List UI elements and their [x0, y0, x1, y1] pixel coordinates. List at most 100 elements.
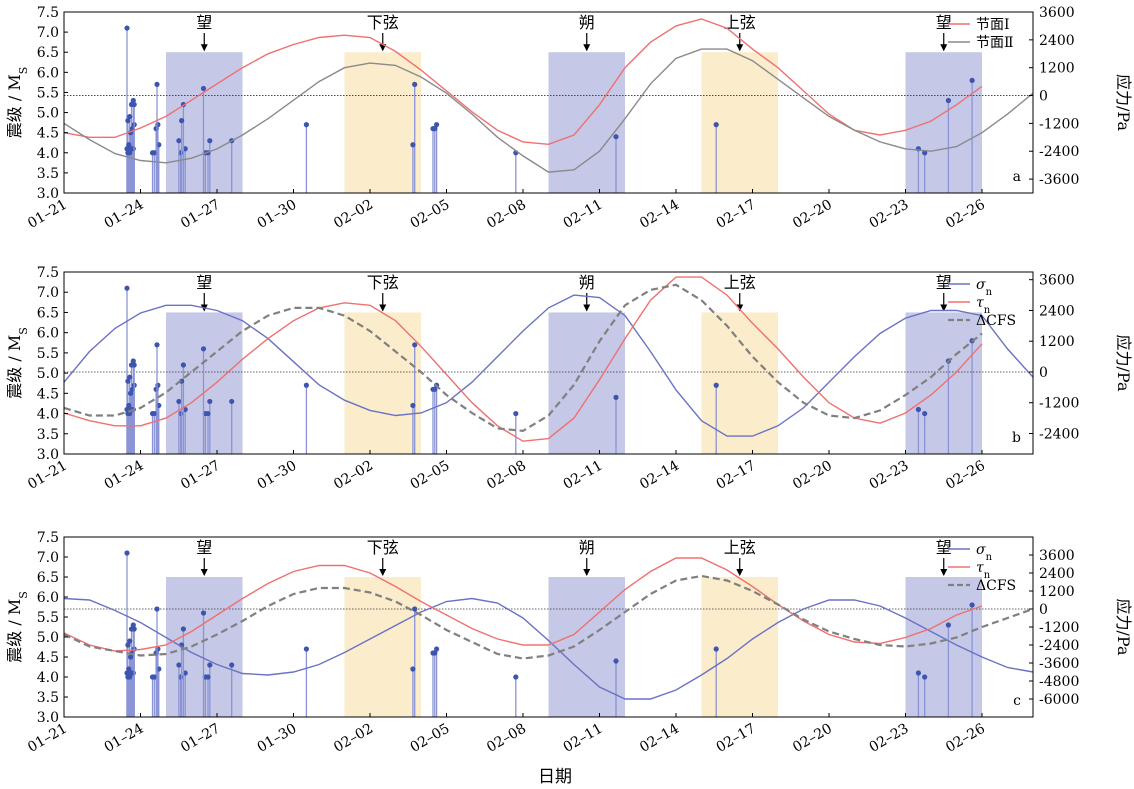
y-right-tick-label: 3600 [1039, 5, 1075, 21]
y-right-axis-title: 应力/Pa [1114, 335, 1133, 392]
legend-label: τn [976, 560, 991, 581]
series-line-2 [63, 283, 983, 433]
event-marker [969, 77, 975, 83]
event-marker [179, 118, 185, 124]
event-marker [127, 374, 133, 380]
x-tick-label: 02–02 [331, 721, 376, 756]
x-tick-label: 02–02 [331, 197, 376, 232]
event-marker [180, 626, 186, 632]
y-left-axis-title-sub: S [17, 327, 30, 335]
panel-letter: b [1012, 430, 1021, 446]
y-left-tick-label: 7.0 [37, 550, 59, 566]
x-tick-label: 02–11 [561, 721, 606, 756]
event-marker [303, 382, 309, 388]
phase-label: 下弦 [367, 13, 399, 32]
x-tick-label: 02–26 [943, 458, 988, 493]
event-marker [412, 81, 418, 87]
y-left-tick-label: 5.0 [37, 366, 59, 382]
y-right-tick-label: 0 [1039, 89, 1048, 105]
event-marker [945, 622, 952, 628]
x-tick-label: 02–02 [331, 458, 376, 493]
event-marker [126, 402, 132, 409]
event-marker [130, 622, 136, 628]
legend-label-sub: n [986, 552, 993, 563]
phase-band [548, 52, 625, 193]
y-left-tick-label: 5.5 [37, 346, 59, 362]
phase-arrowhead [583, 44, 591, 52]
y-left-tick-label: 6.0 [37, 65, 59, 81]
event-marker [180, 362, 186, 368]
event-marker [922, 150, 928, 156]
phase-label: 朔 [579, 273, 595, 292]
series-line-1 [63, 48, 1034, 173]
phase-band [905, 577, 982, 717]
y-right-tick-label: -3600 [1039, 172, 1079, 188]
phase-band [701, 312, 778, 454]
event-marker [124, 285, 130, 291]
y-right-tick-label: -2400 [1039, 144, 1079, 160]
event-marker [434, 646, 440, 652]
y-left-tick-label: 6.0 [37, 590, 59, 606]
phase-arrowhead [736, 304, 744, 312]
event-marker [153, 126, 159, 132]
y-left-tick-label: 6.5 [37, 45, 59, 61]
y-right-tick-label: -2400 [1039, 426, 1079, 442]
phase-band [344, 577, 421, 717]
phase-band [166, 52, 243, 193]
y-left-axis-title: 震级 / MS [5, 67, 30, 139]
x-tick-label: 02–23 [867, 721, 912, 756]
event-marker [176, 138, 182, 144]
event-marker [126, 142, 132, 148]
y-right-tick-label: 1200 [1039, 584, 1075, 600]
phase-label: 望 [196, 13, 212, 32]
event-marker [713, 382, 719, 388]
y-left-tick-label: 3.0 [37, 186, 59, 202]
event-marker [229, 398, 235, 405]
phase-label: 上弦 [724, 273, 756, 292]
event-marker [126, 666, 132, 672]
event-marker [131, 362, 137, 368]
y-left-axis-title-sub: S [17, 67, 30, 75]
event-marker [125, 378, 131, 384]
y-right-tick-label: -1200 [1039, 620, 1079, 636]
y-right-tick-label: 1200 [1039, 334, 1075, 350]
event-marker [430, 386, 436, 392]
x-tick-label: 01–30 [255, 458, 300, 493]
x-tick-label: 01–27 [178, 458, 223, 493]
event-marker [128, 670, 135, 676]
y-left-tick-label: 4.0 [37, 407, 59, 423]
event-marker [125, 642, 131, 648]
phase-band [166, 577, 243, 717]
event-marker [434, 122, 440, 128]
event-marker [128, 390, 134, 396]
event-marker [154, 342, 160, 348]
phase-arrowhead [736, 569, 744, 576]
x-tick-label: 01–27 [178, 721, 223, 756]
plot-frame [63, 271, 1034, 455]
y-left-tick-label: 4.0 [37, 146, 59, 162]
phase-arrowhead [940, 569, 948, 576]
x-tick-label: 02–23 [867, 458, 912, 493]
panel-letter: a [1013, 169, 1021, 185]
y-left-tick-label: 5.5 [37, 85, 59, 101]
series-line-0 [63, 597, 1034, 700]
phase-arrowhead [200, 44, 208, 52]
x-tick-label: 02–17 [714, 721, 759, 756]
y-left-tick-label: 3.0 [37, 447, 59, 463]
phase-band [548, 577, 625, 717]
x-tick-label: 02–14 [637, 721, 682, 756]
phase-band [548, 312, 625, 454]
event-marker [969, 602, 975, 608]
x-tick-label: 02–05 [408, 197, 453, 232]
phase-label: 望 [196, 538, 212, 557]
event-marker [176, 398, 182, 405]
event-marker [915, 406, 922, 413]
y-right-tick-label: 2400 [1039, 303, 1075, 319]
legend-label: ΔCFS [976, 313, 1016, 329]
y-right-tick-label: 0 [1039, 602, 1048, 618]
x-tick-label: 02–08 [484, 458, 529, 493]
event-marker [153, 386, 159, 392]
y-left-tick-label: 6.0 [37, 326, 59, 342]
